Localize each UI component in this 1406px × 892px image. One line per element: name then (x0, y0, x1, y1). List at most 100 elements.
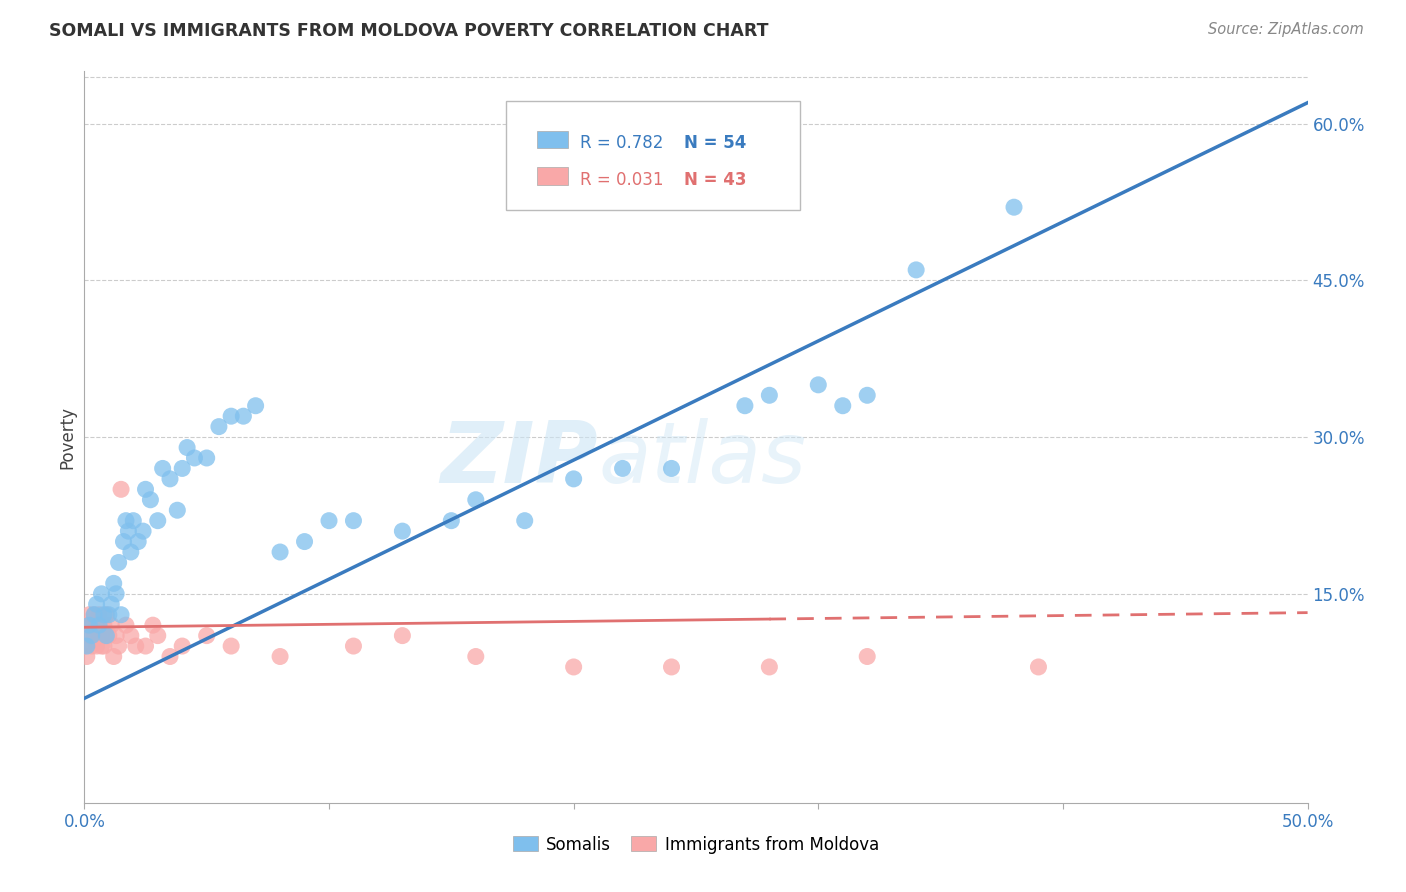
Point (80, 639, 103, 653)
Text: ZIP: ZIP (440, 417, 598, 500)
Point (219, 639, 242, 653)
Text: Source: ZipAtlas.com: Source: ZipAtlas.com (1208, 22, 1364, 37)
Legend: Somalis, Immigrants from Moldova: Somalis, Immigrants from Moldova (506, 829, 886, 860)
FancyBboxPatch shape (506, 101, 800, 211)
Point (318, 514, 340, 528)
Point (76, 649, 98, 664)
Bar (537, 131, 568, 148)
Point (105, 629, 128, 643)
Point (661, 660, 683, 674)
Point (110, 607, 132, 622)
Point (232, 409, 254, 424)
Point (905, 263, 928, 277)
Point (391, 629, 413, 643)
Point (76, 618, 98, 632)
Point (120, 629, 142, 643)
Point (97, 629, 120, 643)
Point (125, 639, 148, 653)
Point (807, 377, 830, 392)
Point (120, 545, 142, 559)
Point (100, 597, 122, 611)
Point (73, 639, 96, 653)
Point (100, 618, 122, 632)
Point (562, 472, 585, 486)
Point (1002, 200, 1025, 214)
Point (440, 514, 463, 528)
Point (132, 524, 155, 538)
Point (661, 461, 683, 475)
Point (110, 483, 132, 497)
Point (146, 629, 169, 643)
Point (195, 450, 218, 465)
Point (195, 629, 218, 643)
Point (103, 649, 125, 664)
Point (831, 399, 853, 413)
Point (107, 639, 129, 653)
Point (391, 524, 413, 538)
Point (115, 618, 138, 632)
Point (83, 629, 105, 643)
Text: SOMALI VS IMMIGRANTS FROM MOLDOVA POVERTY CORRELATION CHART: SOMALI VS IMMIGRANTS FROM MOLDOVA POVERT… (49, 22, 769, 40)
Point (87, 607, 110, 622)
Text: R = 0.782: R = 0.782 (579, 134, 664, 152)
Point (115, 514, 138, 528)
Point (83, 607, 105, 622)
Point (183, 450, 205, 465)
Point (219, 409, 242, 424)
Point (758, 660, 780, 674)
Point (734, 399, 756, 413)
Y-axis label: Poverty: Poverty (58, 406, 76, 468)
Point (90, 587, 112, 601)
Point (90, 639, 112, 653)
Point (86, 597, 108, 611)
Point (96, 629, 118, 643)
Point (97, 607, 120, 622)
Point (294, 534, 316, 549)
Point (166, 503, 188, 517)
Point (96, 607, 118, 622)
Point (122, 514, 145, 528)
Point (758, 388, 780, 402)
Point (159, 472, 181, 486)
Point (80, 629, 103, 643)
Point (86, 639, 108, 653)
Point (117, 524, 139, 538)
Point (172, 461, 194, 475)
Point (142, 618, 165, 632)
Point (93, 618, 115, 632)
Point (93, 607, 115, 622)
Point (107, 556, 129, 570)
Point (159, 649, 181, 664)
Text: N = 43: N = 43 (683, 170, 747, 188)
Point (139, 492, 162, 507)
Point (76, 639, 98, 653)
Point (77, 618, 100, 632)
Point (856, 649, 879, 664)
Point (105, 587, 128, 601)
Text: R = 0.031: R = 0.031 (579, 170, 664, 188)
Point (342, 514, 364, 528)
Point (562, 660, 585, 674)
Point (269, 545, 291, 559)
Point (245, 399, 267, 413)
Point (93, 639, 115, 653)
Point (612, 461, 634, 475)
Point (464, 649, 486, 664)
Point (342, 639, 364, 653)
Point (513, 514, 536, 528)
Point (146, 514, 169, 528)
Point (90, 629, 112, 643)
Point (152, 461, 174, 475)
Point (1028, 660, 1050, 674)
Point (176, 441, 198, 455)
Point (87, 618, 110, 632)
Point (856, 388, 879, 402)
Point (127, 534, 149, 549)
Point (135, 483, 157, 497)
Point (208, 419, 231, 434)
Point (269, 649, 291, 664)
Point (77, 607, 100, 622)
Point (77, 629, 100, 643)
Point (464, 492, 486, 507)
Point (87, 629, 110, 643)
